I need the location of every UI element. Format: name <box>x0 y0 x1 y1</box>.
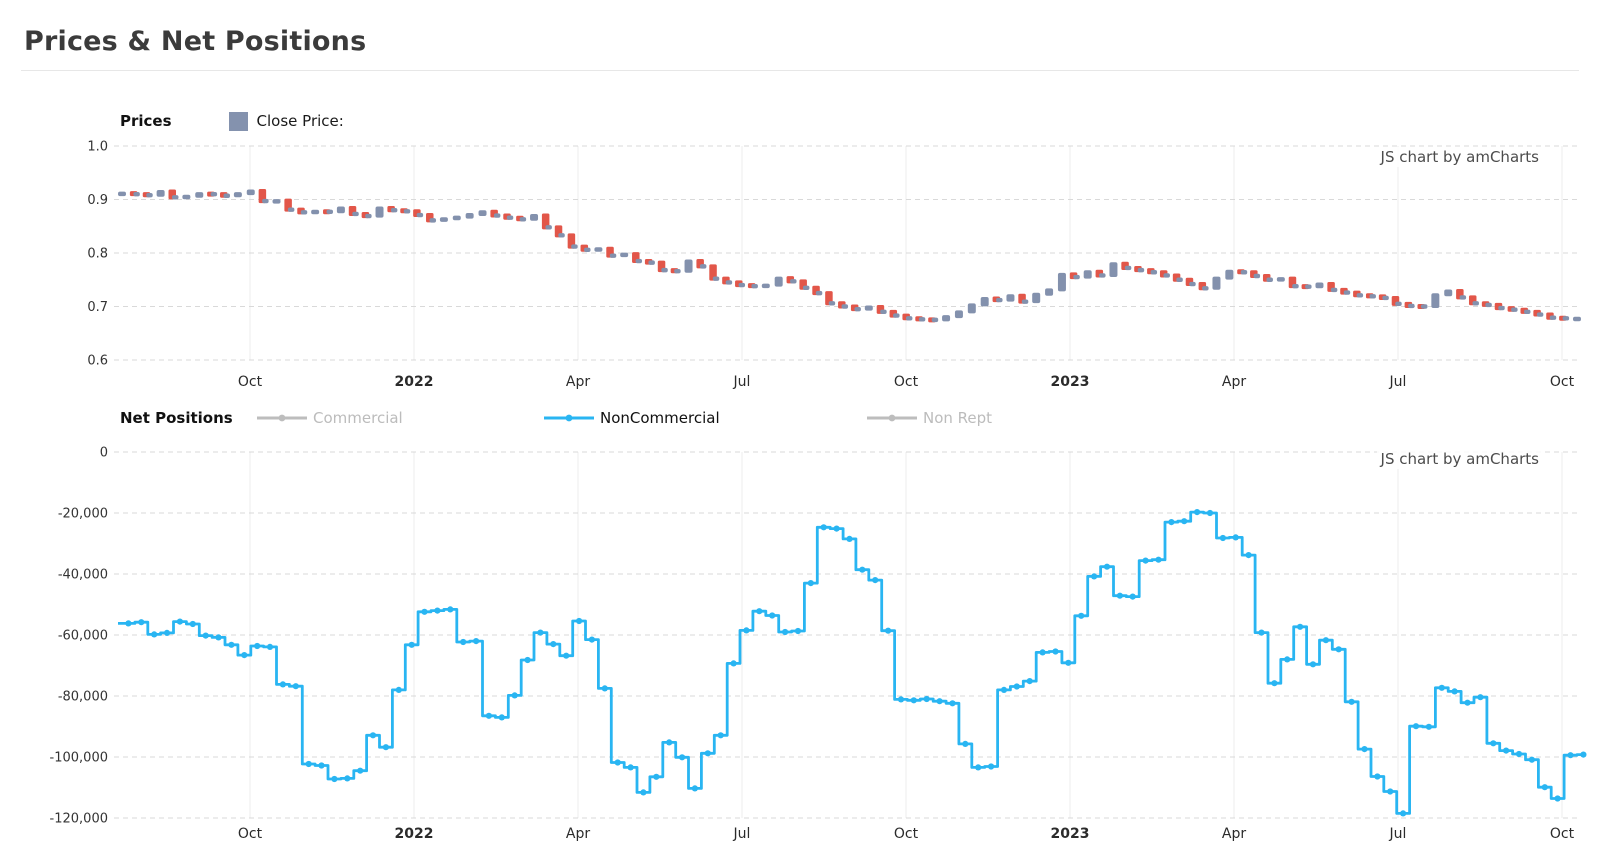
svg-text:Oct: Oct <box>894 826 919 842</box>
prices-legend: Prices Close Price: <box>120 110 344 132</box>
legend-label-non-rept[interactable]: Non Rept <box>923 409 993 427</box>
legend-item-non-rept[interactable]: Non Rept <box>866 407 992 429</box>
svg-text:-60,000: -60,000 <box>58 629 108 644</box>
svg-text:0.9: 0.9 <box>87 193 108 208</box>
svg-text:-100,000: -100,000 <box>50 751 108 766</box>
legend-item-noncommercial[interactable]: NonCommercial <box>543 407 720 429</box>
svg-text:2022: 2022 <box>395 374 434 390</box>
svg-text:0: 0 <box>100 446 108 461</box>
svg-text:Jul: Jul <box>733 826 751 842</box>
svg-text:-120,000: -120,000 <box>50 812 108 827</box>
title-divider <box>21 70 1579 71</box>
svg-text:2023: 2023 <box>1051 826 1090 842</box>
non-rept-line-marker-icon <box>867 414 917 422</box>
svg-text:2022: 2022 <box>395 826 434 842</box>
svg-text:Apr: Apr <box>566 826 590 842</box>
svg-text:Oct: Oct <box>1550 374 1575 390</box>
commercial-line-marker-icon <box>257 414 307 422</box>
svg-text:1.0: 1.0 <box>87 140 108 155</box>
prices-series-title: Prices <box>120 112 172 130</box>
svg-text:Jul: Jul <box>733 374 751 390</box>
svg-text:Oct: Oct <box>238 374 263 390</box>
svg-text:Apr: Apr <box>1222 826 1246 842</box>
legend-label-commercial[interactable]: Commercial <box>313 409 403 427</box>
svg-text:Apr: Apr <box>566 374 590 390</box>
amcharts-watermark-top[interactable]: JS chart by amCharts <box>1376 147 1543 167</box>
svg-text:Jul: Jul <box>1389 374 1407 390</box>
amcharts-watermark-bottom[interactable]: JS chart by amCharts <box>1376 449 1543 469</box>
svg-text:Jul: Jul <box>1389 826 1407 842</box>
page-title: Prices & Net Positions <box>24 26 367 58</box>
svg-text:Apr: Apr <box>1222 374 1246 390</box>
legend-item-commercial[interactable]: Commercial <box>256 407 403 429</box>
svg-text:-20,000: -20,000 <box>58 507 108 522</box>
svg-text:Oct: Oct <box>1550 826 1575 842</box>
svg-text:2023: 2023 <box>1051 374 1090 390</box>
svg-text:0.7: 0.7 <box>87 300 108 315</box>
close-price-legend-label[interactable]: Close Price: <box>256 112 344 130</box>
svg-text:0.8: 0.8 <box>87 247 108 262</box>
svg-text:Oct: Oct <box>238 826 263 842</box>
legend-label-noncommercial[interactable]: NonCommercial <box>600 409 720 427</box>
net-positions-series-title: Net Positions <box>120 409 233 427</box>
noncommercial-line-marker-icon <box>544 414 594 422</box>
close-price-legend-swatch-icon[interactable] <box>228 111 248 131</box>
svg-text:-40,000: -40,000 <box>58 568 108 583</box>
svg-text:Oct: Oct <box>894 374 919 390</box>
svg-text:-80,000: -80,000 <box>58 690 108 705</box>
svg-text:0.6: 0.6 <box>87 354 108 369</box>
